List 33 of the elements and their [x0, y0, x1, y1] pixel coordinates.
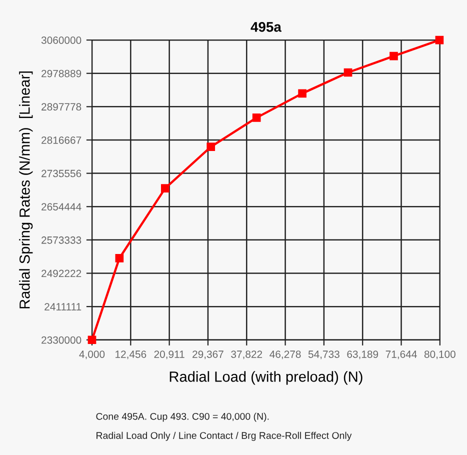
text: Radial Load Only / Line Contact / Brg Race-Roll Effect Only: [96, 432, 352, 441]
y-tick-label: 2816667: [42, 136, 82, 144]
point: [390, 52, 398, 60]
x-tick-label: 12,456: [116, 350, 146, 360]
x-tick-label: 4,000: [79, 350, 105, 360]
y-tick-label: 2735556: [42, 170, 82, 178]
y-tick-label: 2573333: [42, 236, 82, 244]
y-tick-label: 3060000: [41, 36, 82, 44]
x-tick-label: 80,100: [424, 350, 456, 360]
x-tick-label: 37,822: [231, 350, 262, 360]
y-tick-label: 2978889: [42, 70, 82, 78]
point: [206, 142, 216, 151]
y-tick-label: 2411111: [44, 303, 82, 310]
y-axis-title: Radial Spring Rates (N/mm) [Linear]: [19, 71, 33, 308]
x-tick-label: 54,733: [308, 350, 340, 360]
x-tick-label: 63,189: [347, 350, 378, 360]
x-tick-label: 20,911: [154, 350, 184, 360]
y-tick-label: 2897778: [42, 103, 82, 111]
text: Cone 495A. Cup 493. C90 = 40,000 (N).: [96, 412, 269, 422]
x-axis-title: Radial Load (with preload) (N): [170, 371, 362, 385]
point: [115, 254, 124, 262]
point: [252, 114, 261, 122]
point: [344, 68, 352, 77]
y-tick-label: 2330000: [42, 336, 82, 344]
chart-title: 495a: [250, 22, 282, 32]
point: [298, 89, 306, 98]
y-tick-label: 2654444: [42, 203, 82, 210]
x-tick-label: 29,367: [192, 350, 224, 360]
x-tick-label: 71,644: [386, 350, 417, 360]
point: [160, 184, 170, 192]
y-tick-label: 2492222: [42, 270, 82, 278]
x-tick-label: 46,278: [270, 350, 301, 360]
point: [435, 36, 444, 44]
